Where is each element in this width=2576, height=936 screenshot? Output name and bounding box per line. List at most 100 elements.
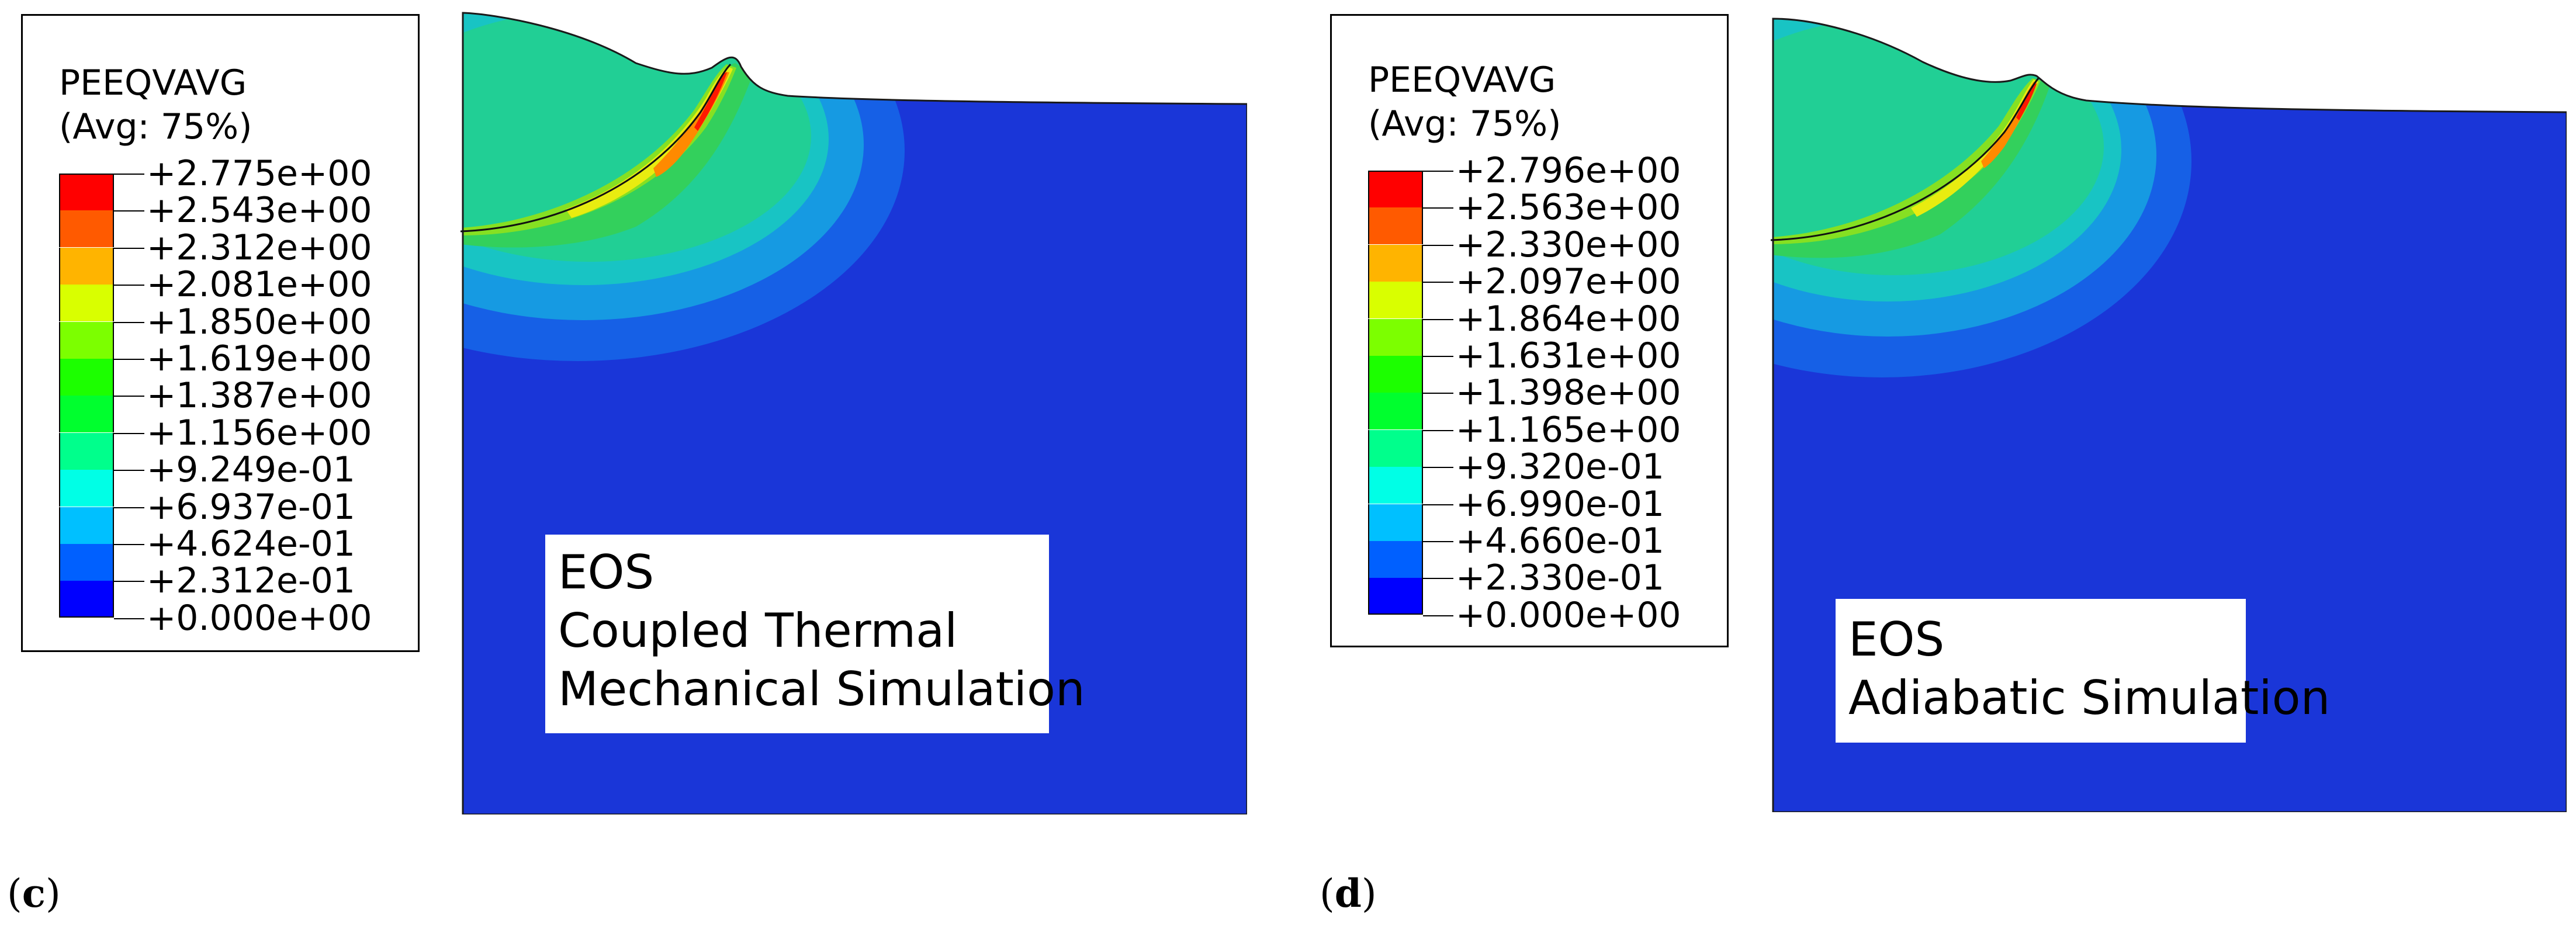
legend-tick [1423, 318, 1453, 320]
legend-swatch [1368, 504, 1423, 541]
legend-swatch [59, 432, 114, 470]
legend-swatch [1368, 541, 1423, 578]
legend-value: +1.631e+00 [1456, 335, 1681, 376]
shear-band-hot-2 [1911, 79, 2038, 217]
legend-tick [1423, 171, 1453, 172]
legend-swatch [59, 544, 114, 581]
legend-swatch [1368, 356, 1423, 393]
field-band-5 [1773, 78, 2050, 258]
legend-value: +2.097e+00 [1456, 261, 1681, 303]
legend-swatch [59, 396, 114, 433]
caption-line: EOS [558, 545, 655, 599]
legend-tick [114, 359, 144, 360]
legend-value: +0.000e+00 [1456, 594, 1681, 636]
legend-swatch [59, 359, 114, 396]
caption-box-d: EOS Adiabatic Simulation [1836, 599, 2330, 743]
legend-value: +1.619e+00 [147, 338, 372, 379]
legend-tick [114, 470, 144, 472]
legend-swatch [1368, 282, 1423, 319]
legend-tick [1423, 244, 1453, 246]
legend-variable: PEEQVAVG [59, 63, 247, 103]
legend-tick [1423, 393, 1453, 394]
legend-value: +2.563e+00 [1456, 187, 1681, 228]
material-interface-line [1771, 78, 2040, 241]
legend-value: +1.864e+00 [1456, 298, 1681, 339]
legend-swatch [1368, 393, 1423, 430]
legend-tick [114, 247, 144, 249]
legend-averaging: (Avg: 75%) [1368, 103, 1561, 144]
legend-swatch [1368, 318, 1423, 356]
legend-tick [1423, 467, 1453, 469]
legend-variable: PEEQVAVG [1368, 60, 1556, 100]
legend-tick [1423, 429, 1453, 431]
legend-value: +2.330e+00 [1456, 224, 1681, 265]
legend-swatch [1368, 171, 1423, 207]
legend-tick [114, 581, 144, 583]
legend-value: +4.624e-01 [147, 524, 355, 564]
caption-line: Coupled Thermal [558, 604, 958, 658]
legend-swatch [59, 507, 114, 544]
surface-outline [1772, 18, 2567, 812]
legend-swatch [59, 581, 114, 618]
legend-value: +1.398e+00 [1456, 372, 1681, 414]
legend-swatch [59, 321, 114, 359]
legend-tick [1423, 541, 1453, 542]
shear-band-hot-2 [566, 67, 733, 218]
caption-line: Mechanical Simulation [558, 662, 1085, 716]
legend-value: +1.387e+00 [147, 375, 372, 417]
legend-value: +9.249e-01 [147, 449, 355, 491]
legend-averaging: (Avg: 75%) [59, 106, 252, 147]
legend-tick [114, 285, 144, 286]
legend-value: +1.850e+00 [147, 301, 372, 342]
legend-value: +1.156e+00 [147, 412, 372, 453]
legend-tick [114, 507, 144, 508]
legend-tick [114, 544, 144, 545]
legend-swatch [59, 285, 114, 322]
legend-box-d: PEEQVAVG (Avg: 75%) +2.796e+00 +2.563e+00… [1330, 14, 1729, 647]
legend-value: +6.937e-01 [147, 486, 355, 528]
legend-swatch [1368, 578, 1423, 615]
legend-value: +2.330e-01 [1456, 557, 1664, 599]
panel-label-c: (c) [7, 871, 61, 916]
legend-tick [114, 432, 144, 434]
legend-value: +2.312e+00 [147, 227, 372, 268]
legend-swatch [59, 174, 114, 210]
legend-tick [1423, 578, 1453, 580]
legend-value: +2.775e+00 [147, 153, 372, 194]
legend-value: +4.660e-01 [1456, 521, 1664, 561]
legend-tick [1423, 356, 1453, 357]
legend-tick [1423, 504, 1453, 505]
shear-band-hot-4 [694, 72, 727, 131]
legend-tick [114, 618, 144, 619]
shear-band-hot-4 [2016, 83, 2037, 120]
legend-tick [1423, 615, 1453, 616]
legend-swatch [59, 210, 114, 248]
caption-line: EOS [1848, 612, 1945, 667]
legend-value: +9.320e-01 [1456, 446, 1664, 488]
legend-value: +2.796e+00 [1456, 150, 1681, 191]
legend-value: +1.165e+00 [1456, 409, 1681, 450]
legend-swatch [1368, 207, 1423, 245]
legend-swatch [1368, 467, 1423, 504]
panel-label-d: (d) [1320, 871, 1377, 916]
legend-swatch [1368, 244, 1423, 282]
legend-value: +2.081e+00 [147, 264, 372, 306]
legend-value: +0.000e+00 [147, 597, 372, 639]
legend-value: +6.990e-01 [1456, 483, 1664, 525]
legend-tick [114, 321, 144, 323]
field-band-4 [463, 13, 811, 262]
surface-outline [462, 12, 1247, 814]
legend-swatch [59, 470, 114, 507]
legend-value: +2.312e-01 [147, 560, 355, 602]
legend-value: +2.543e+00 [147, 190, 372, 231]
legend-tick [114, 210, 144, 212]
legend-tick [1423, 207, 1453, 209]
legend-swatch [1368, 429, 1423, 467]
caption-box-c: EOS Coupled Thermal Mechanical Simulatio… [545, 535, 1085, 733]
legend-tick [114, 174, 144, 175]
caption-line: Adiabatic Simulation [1848, 671, 2331, 725]
legend-tick [1423, 282, 1453, 283]
legend-box-c: PEEQVAVG (Avg: 75%) +2.775e+00 +2.543e+00… [21, 14, 420, 652]
material-interface-line [461, 63, 732, 233]
legend-tick [114, 396, 144, 397]
